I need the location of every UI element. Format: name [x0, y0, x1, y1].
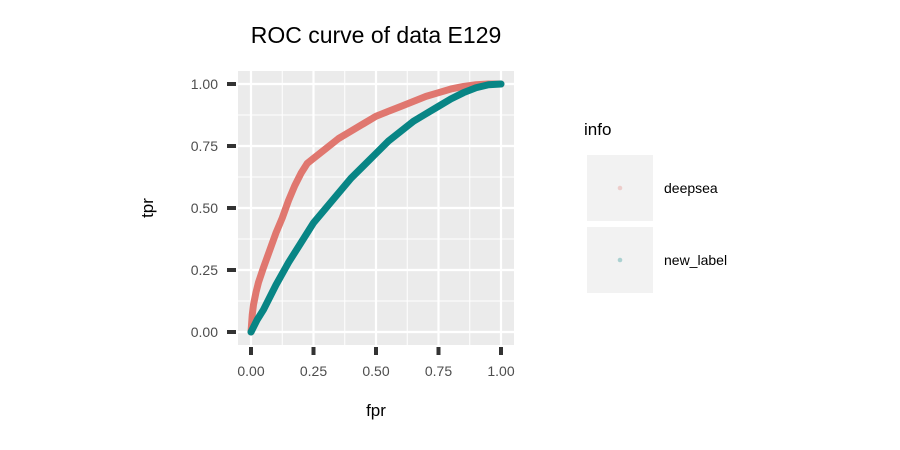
data-point	[448, 85, 454, 92]
y-tick-label: 0.00	[191, 324, 218, 340]
data-point	[260, 264, 267, 271]
data-point	[248, 329, 254, 335]
data-point	[323, 145, 329, 152]
data-point	[410, 98, 417, 105]
data-point	[304, 160, 311, 167]
data-point	[423, 93, 429, 100]
data-point	[398, 128, 404, 135]
y-tick-label: 0.25	[191, 262, 218, 278]
data-point	[373, 150, 379, 157]
y-tick-label: 1.00	[191, 76, 218, 92]
data-point	[348, 128, 354, 135]
data-point	[285, 197, 292, 204]
x-axis: 0.00 0.25 0.50 0.75 1.00	[237, 347, 515, 379]
data-point	[253, 289, 259, 296]
legend-key	[587, 227, 653, 293]
data-point	[335, 190, 342, 197]
data-point	[310, 155, 317, 162]
data-point	[254, 316, 261, 323]
data-point	[385, 138, 392, 145]
data-point	[285, 259, 292, 266]
data-point	[460, 89, 467, 96]
data-point	[360, 120, 367, 127]
x-tick-label: 1.00	[487, 363, 514, 379]
legend-key-dot	[617, 185, 623, 191]
data-point	[498, 81, 504, 87]
data-point	[266, 247, 273, 254]
legend-label: new_label	[664, 252, 727, 268]
y-axis: 0.00 0.25 0.50 0.75 1.00	[191, 76, 236, 340]
legend: info deepsea new_label	[584, 120, 727, 293]
data-point	[273, 229, 279, 236]
data-point	[385, 108, 392, 115]
data-point	[291, 182, 298, 189]
data-point	[310, 219, 317, 226]
data-point	[473, 84, 479, 91]
legend-key	[587, 155, 653, 221]
y-tick-label: 0.50	[191, 200, 218, 216]
chart-title: ROC curve of data E129	[251, 22, 502, 48]
data-point	[335, 135, 342, 142]
x-axis-title: fpr	[366, 401, 386, 420]
data-point	[398, 103, 404, 110]
data-point	[435, 103, 442, 110]
data-point	[260, 306, 267, 313]
series-layer	[247, 80, 505, 336]
data-point	[448, 95, 454, 102]
data-point	[250, 324, 257, 331]
x-tick-label: 0.25	[300, 363, 327, 379]
data-point	[373, 113, 379, 120]
data-point	[298, 239, 304, 246]
legend-key-dot	[617, 257, 623, 263]
y-axis-title: tpr	[138, 198, 157, 218]
data-point	[460, 83, 467, 90]
data-point	[279, 214, 286, 221]
data-point	[423, 110, 429, 117]
data-point	[298, 170, 304, 177]
legend-items: deepsea new_label	[587, 155, 727, 293]
data-point	[410, 118, 417, 125]
x-tick-label: 0.50	[362, 363, 389, 379]
data-point	[485, 81, 492, 88]
x-tick-label: 0.75	[425, 363, 452, 379]
legend-title: info	[584, 120, 611, 139]
data-point	[255, 279, 262, 286]
data-point	[435, 89, 442, 96]
data-point	[273, 281, 279, 288]
data-point	[323, 205, 329, 211]
legend-label: deepsea	[664, 180, 718, 196]
x-tick-label: 0.00	[237, 363, 264, 379]
data-point	[249, 311, 256, 318]
data-point	[360, 162, 367, 169]
y-tick-label: 0.75	[191, 138, 218, 154]
data-point	[250, 301, 257, 308]
data-point	[348, 175, 354, 182]
